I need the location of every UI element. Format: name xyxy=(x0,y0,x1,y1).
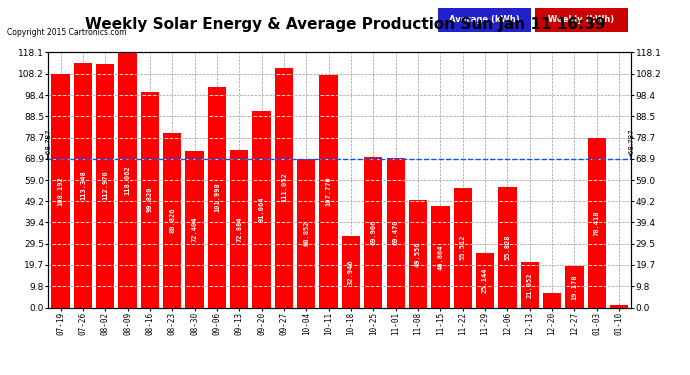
Text: 78.418: 78.418 xyxy=(593,210,600,236)
Bar xyxy=(520,262,539,308)
Text: 72.884: 72.884 xyxy=(236,216,242,242)
Text: 32.946: 32.946 xyxy=(348,259,354,285)
Text: 108.192: 108.192 xyxy=(57,176,63,206)
Bar xyxy=(74,63,92,308)
Bar xyxy=(453,188,472,308)
Text: 19.178: 19.178 xyxy=(571,274,578,300)
Bar xyxy=(96,64,115,308)
Bar xyxy=(565,266,584,308)
Text: 91.064: 91.064 xyxy=(259,196,265,222)
Text: 107.770: 107.770 xyxy=(326,176,332,206)
Text: 69.470: 69.470 xyxy=(393,220,399,245)
Text: Weekly Solar Energy & Average Production Sun Jan 11 16:39: Weekly Solar Energy & Average Production… xyxy=(85,17,605,32)
Bar xyxy=(342,236,360,308)
Text: →68.787: →68.787 xyxy=(629,128,634,159)
Text: 112.970: 112.970 xyxy=(102,171,108,200)
Text: 49.556: 49.556 xyxy=(415,241,421,267)
Text: Copyright 2015 Cartronics.com: Copyright 2015 Cartronics.com xyxy=(7,28,126,37)
Text: Weekly (kWh): Weekly (kWh) xyxy=(549,15,614,24)
Bar xyxy=(610,305,628,308)
Bar xyxy=(141,92,159,308)
Text: 72.404: 72.404 xyxy=(192,217,197,242)
Bar xyxy=(386,158,405,308)
Bar xyxy=(119,53,137,308)
Text: 55.512: 55.512 xyxy=(460,235,466,260)
Text: 101.998: 101.998 xyxy=(214,183,220,212)
Text: Average (kWh): Average (kWh) xyxy=(449,15,520,24)
Text: ←68.787: ←68.787 xyxy=(46,128,51,159)
Text: 69.906: 69.906 xyxy=(371,219,376,245)
Bar xyxy=(297,159,315,308)
Text: 21.052: 21.052 xyxy=(526,272,533,297)
Text: 111.052: 111.052 xyxy=(281,173,287,202)
Bar xyxy=(364,156,382,308)
Bar xyxy=(208,87,226,308)
Bar xyxy=(319,75,338,308)
Text: 113.348: 113.348 xyxy=(80,170,86,200)
Text: 80.826: 80.826 xyxy=(169,207,175,233)
Bar xyxy=(253,111,270,308)
Text: 46.864: 46.864 xyxy=(437,244,444,270)
Text: 118.062: 118.062 xyxy=(125,165,130,195)
Bar xyxy=(275,68,293,308)
Text: 55.828: 55.828 xyxy=(504,234,511,260)
Text: 68.852: 68.852 xyxy=(304,220,309,246)
Bar xyxy=(186,151,204,308)
Bar xyxy=(163,133,181,308)
Text: 25.144: 25.144 xyxy=(482,268,488,293)
Bar xyxy=(230,150,248,308)
Bar xyxy=(543,293,561,308)
Text: 99.820: 99.820 xyxy=(147,187,153,213)
Bar xyxy=(476,253,494,308)
Bar xyxy=(409,201,427,308)
Bar xyxy=(52,74,70,308)
Bar xyxy=(588,138,606,308)
Bar xyxy=(498,187,517,308)
Bar xyxy=(431,206,449,308)
